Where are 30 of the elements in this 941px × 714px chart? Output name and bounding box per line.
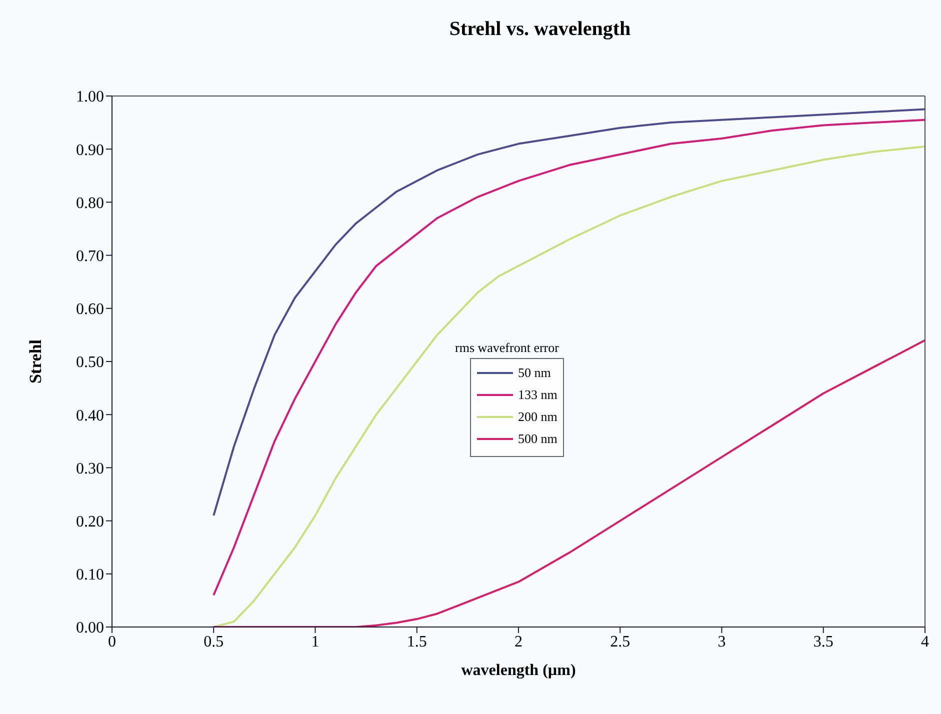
line-series — [212, 339, 925, 627]
x-tick-label: 1 — [311, 633, 320, 650]
legend-label: 500 nm — [518, 431, 558, 447]
y-tick-label: 0.40 — [76, 407, 104, 424]
y-tick-label: 0.90 — [76, 142, 104, 159]
x-tick-label: 2 — [514, 633, 522, 650]
y-tick-label: 1.00 — [76, 88, 104, 106]
y-tick-label: 0.30 — [76, 460, 104, 478]
legend-title: rms wavefront error — [455, 340, 560, 356]
y-tick-label: 0.10 — [76, 566, 104, 584]
x-tick-label: 0.5 — [204, 633, 224, 650]
y-tick-label: 0.00 — [76, 620, 104, 637]
x-axis-title: wavelength (µm) — [461, 662, 576, 679]
line-series — [212, 108, 925, 516]
x-tick-label: 3 — [718, 633, 726, 650]
y-tick-label: 0.80 — [76, 194, 104, 212]
chart-title: Strehl vs. wavelength — [448, 18, 632, 41]
legend-label: 133 nm — [518, 387, 558, 403]
legend-label: 200 nm — [518, 409, 558, 425]
x-tick-label: 1.5 — [406, 633, 427, 650]
x-tick-label: 2.5 — [610, 633, 630, 650]
x-tick-label: 4 — [921, 633, 929, 650]
y-tick-label: 0.70 — [76, 248, 104, 265]
x-tick-label: 3.5 — [813, 633, 834, 650]
y-tick-label: 0.20 — [76, 513, 104, 530]
y-axis-title: Strehl — [26, 339, 46, 384]
legend-label: 50 nm — [518, 365, 551, 381]
x-tick-label: 0 — [108, 633, 116, 650]
y-tick-label: 0.60 — [76, 301, 104, 318]
y-tick-label: 0.50 — [76, 354, 104, 372]
